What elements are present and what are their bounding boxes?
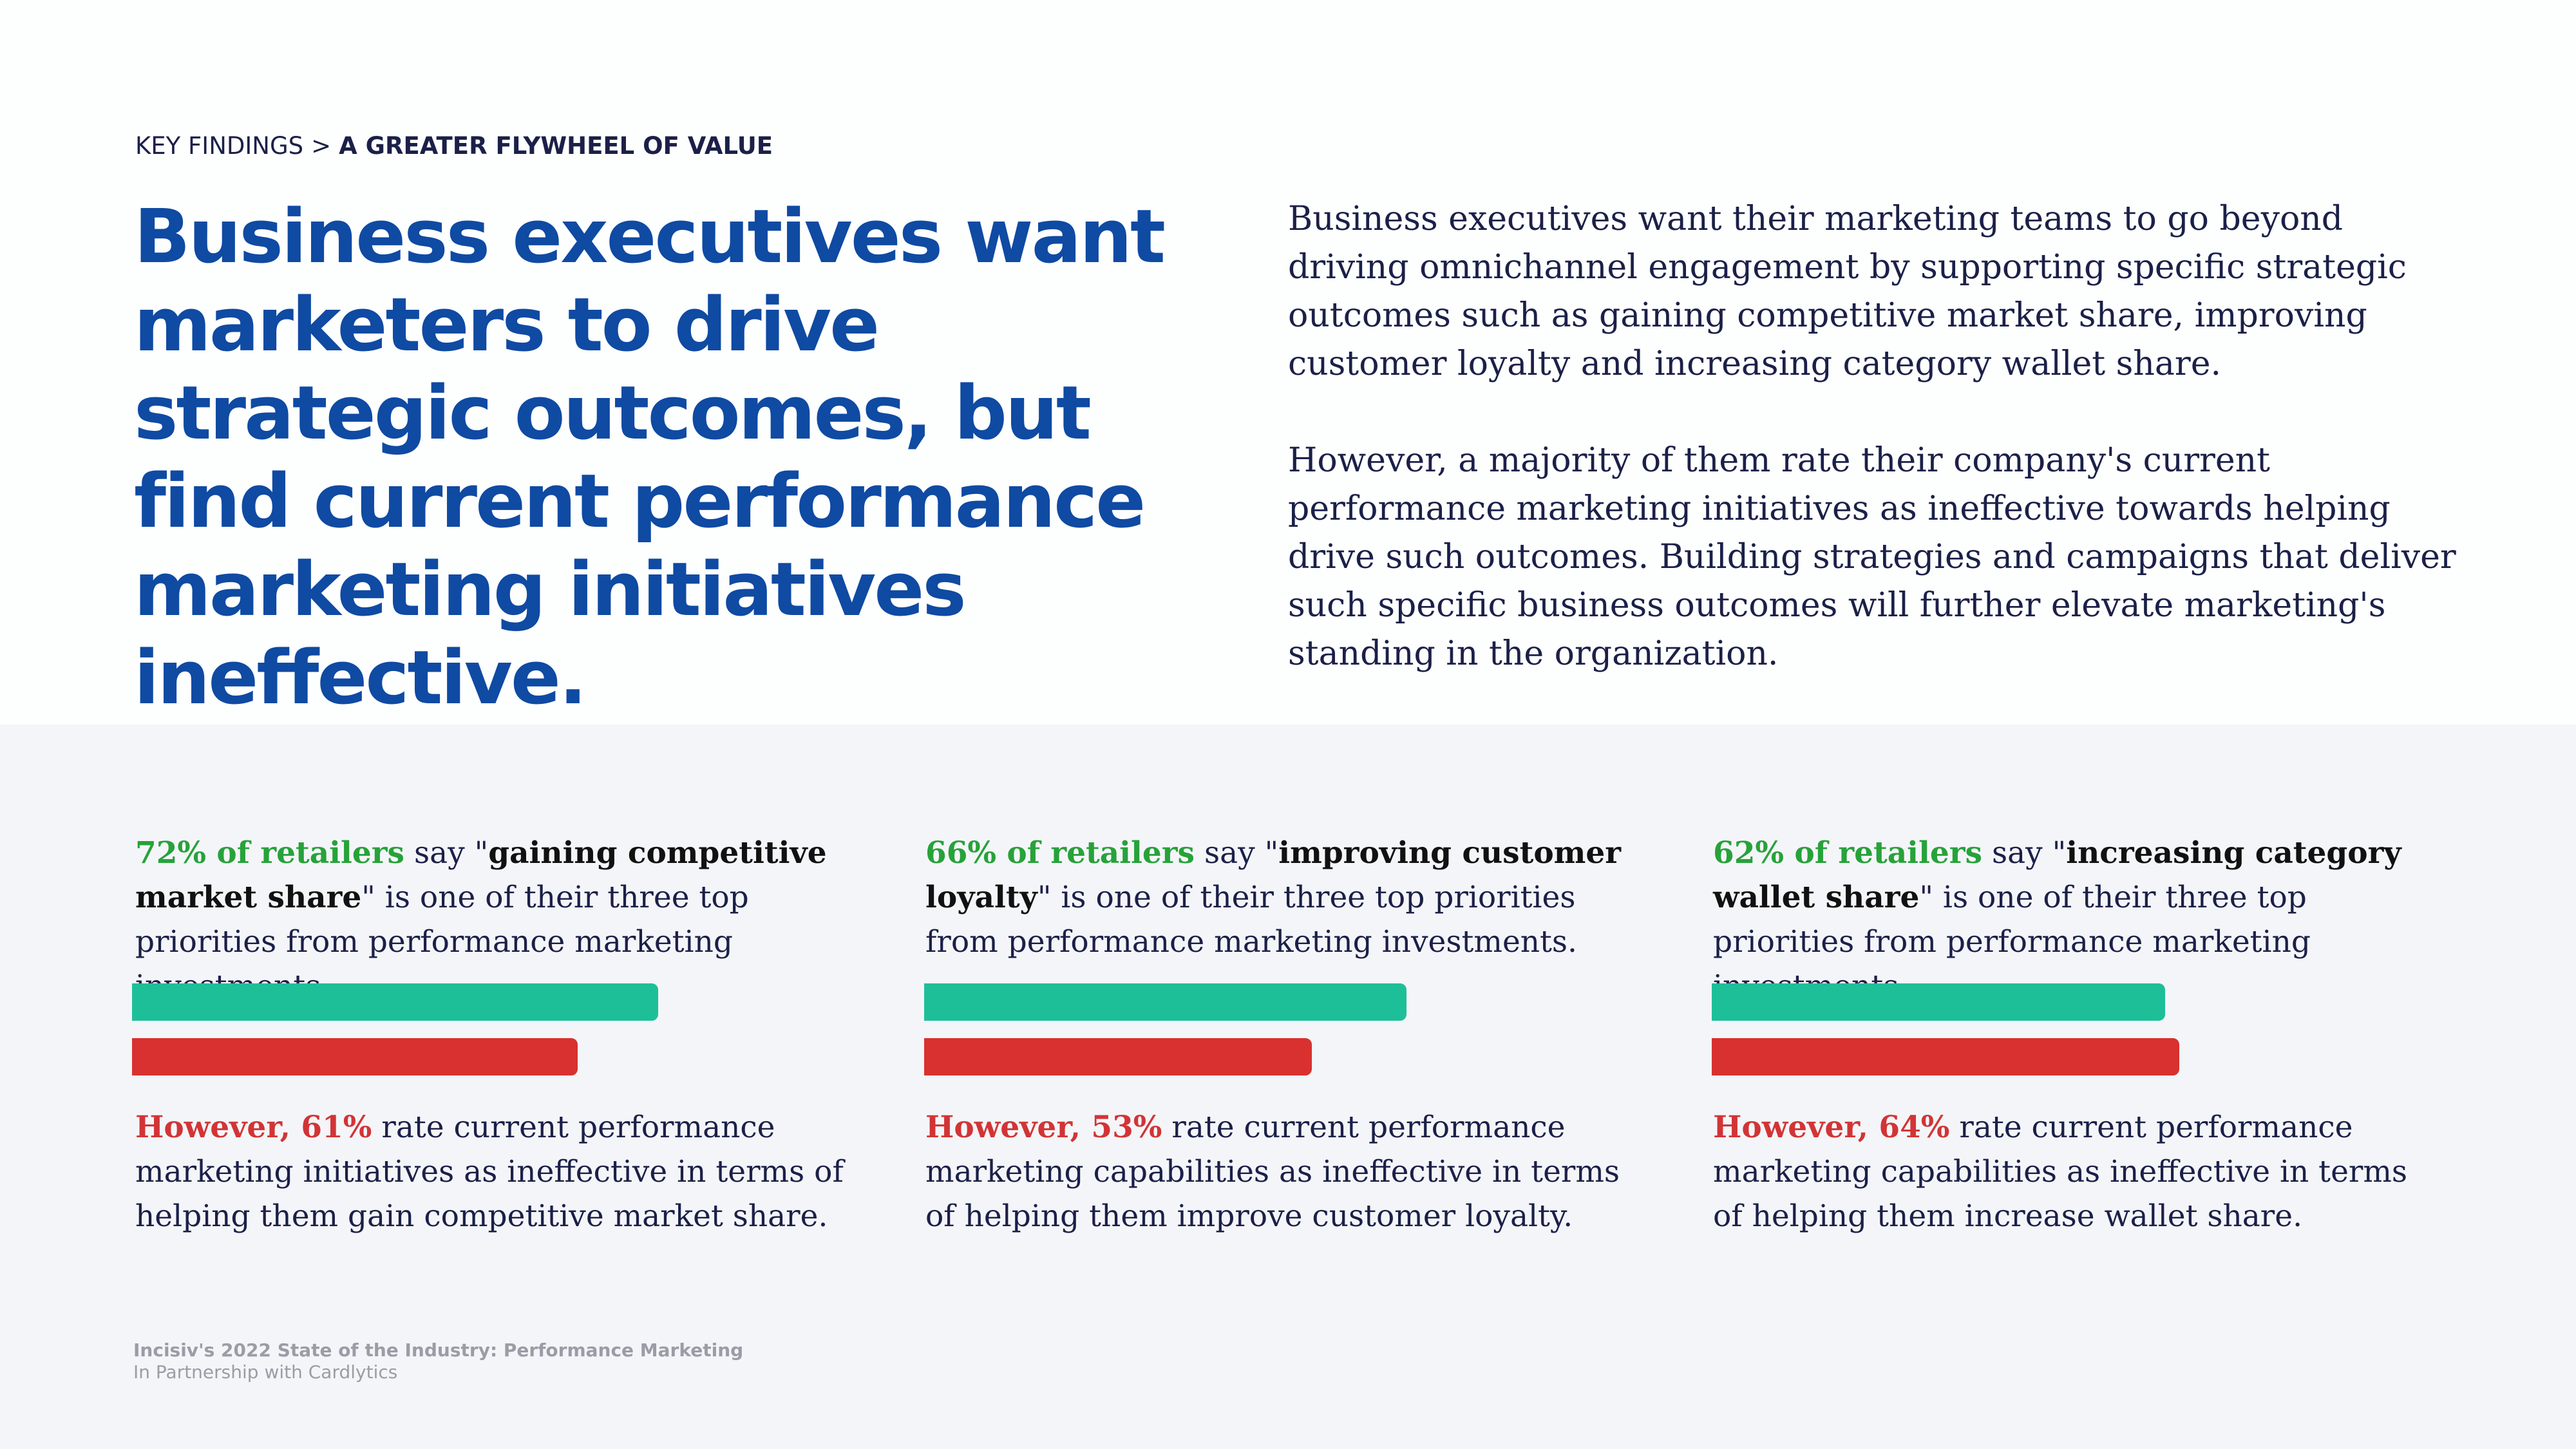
ineffective-text: rate current performance marketing initi…	[135, 1110, 844, 1234]
say-text: say "	[1195, 835, 1279, 871]
priority-bar	[1712, 983, 2165, 1021]
intro-text: Business executives want their marketing…	[1288, 195, 2473, 678]
breadcrumb-separator: >	[311, 132, 332, 160]
ineffective-text: rate current performance marketing capab…	[925, 1110, 1620, 1234]
ineffective-text: rate current performance marketing capab…	[1713, 1110, 2408, 1234]
say-text: say "	[1982, 835, 2067, 871]
breadcrumb: KEY FINDINGS > A GREATER FLYWHEEL OF VALUE	[135, 132, 773, 160]
page-title: Business executives want marketers to dr…	[134, 194, 1166, 721]
say-text: say "	[404, 835, 489, 871]
ineffective-bar	[924, 1038, 1312, 1075]
priority-bar	[924, 983, 1406, 1021]
breadcrumb-parent: KEY FINDINGS	[135, 132, 304, 160]
priority-term: improving customer loyalty	[925, 835, 1622, 915]
priority-statement: 72% of retailers say "gaining competitiv…	[135, 831, 857, 1009]
intro-paragraph: However, a majority of them rate their c…	[1288, 441, 2456, 673]
priority-rest: " is one of their three top priorities f…	[925, 880, 1577, 960]
ineffective-statement: However, 64% rate current performance ma…	[1713, 1105, 2434, 1238]
priority-rest: " is one of their three top priorities f…	[135, 880, 749, 1004]
priority-percentage: 62% of retailers	[1713, 835, 1983, 871]
ineffective-percentage: However, 64%	[1713, 1110, 1950, 1145]
source-citation: Incisiv's 2022 State of the Industry: Pe…	[133, 1340, 743, 1383]
ineffective-bar	[132, 1038, 578, 1075]
priority-percentage: 66% of retailers	[925, 835, 1195, 871]
ineffective-percentage: However, 53%	[925, 1110, 1162, 1145]
source-title: Incisiv's 2022 State of the Industry: Pe…	[133, 1340, 744, 1361]
priority-term: gaining competitive market share	[135, 835, 827, 915]
breadcrumb-current: A GREATER FLYWHEEL OF VALUE	[339, 132, 773, 160]
intro-section	[0, 0, 2576, 724]
ineffective-bar	[1712, 1038, 2179, 1075]
priority-percentage: 72% of retailers	[135, 835, 405, 871]
ineffective-percentage: However, 61%	[135, 1110, 372, 1145]
priority-statement: 66% of retailers say "improving customer…	[925, 831, 1647, 964]
priority-statement: 62% of retailers say "increasing categor…	[1713, 831, 2434, 1009]
stats-section	[0, 724, 2576, 1449]
ineffective-statement: However, 53% rate current performance ma…	[925, 1105, 1647, 1238]
ineffective-statement: However, 61% rate current performance ma…	[135, 1105, 857, 1238]
source-partner: In Partnership with Cardlytics	[133, 1361, 398, 1383]
intro-paragraph: Business executives want their marketing…	[1288, 200, 2407, 383]
priority-term: increasing category wallet share	[1713, 835, 2401, 915]
priority-bar	[132, 983, 658, 1021]
